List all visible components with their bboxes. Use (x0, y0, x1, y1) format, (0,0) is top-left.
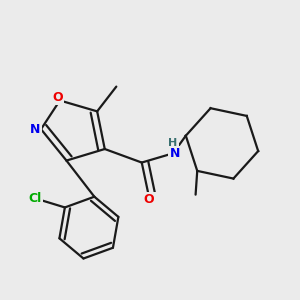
Text: O: O (144, 194, 154, 206)
Text: Cl: Cl (28, 192, 42, 206)
Text: H: H (169, 138, 178, 148)
Text: O: O (52, 91, 62, 104)
Text: N: N (169, 148, 180, 160)
Text: N: N (30, 123, 40, 136)
